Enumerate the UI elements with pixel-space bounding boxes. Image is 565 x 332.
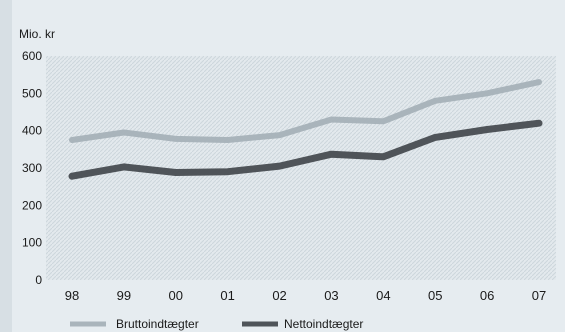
y-tick-label: 600: [22, 49, 42, 63]
legend: Bruttoindtægter Nettoindtægter: [70, 317, 363, 331]
x-tick-label: 01: [220, 288, 234, 303]
y-tick-label: 300: [22, 161, 42, 175]
x-tick-label: 98: [65, 288, 79, 303]
x-tick-label: 04: [376, 288, 390, 303]
y-tick-label: 0: [35, 273, 42, 287]
series-line-2: [68, 119, 543, 180]
x-tick-labels: 98 99 00 01 02 03 04 05 06 07: [65, 288, 546, 303]
y-unit-label: Mio. kr: [19, 27, 55, 41]
series-lines: [68, 79, 543, 180]
y-tick-label: 400: [22, 124, 42, 138]
x-tick-label: 00: [169, 288, 183, 303]
y-tick-label: 500: [22, 86, 42, 100]
x-tick-label: 07: [532, 288, 546, 303]
x-tick-label: 99: [117, 288, 131, 303]
y-tick-label: 200: [22, 198, 42, 212]
left-margin-strip: [0, 0, 12, 332]
x-tick-label: 06: [480, 288, 494, 303]
y-tick-label: 100: [22, 236, 42, 250]
x-tick-label: 02: [272, 288, 286, 303]
x-tick-label: 03: [324, 288, 338, 303]
legend-label-1: Bruttoindtægter: [116, 317, 199, 331]
series-line-1: [69, 79, 542, 143]
legend-label-2: Nettoindtægter: [284, 317, 363, 331]
y-tick-labels: 0 100 200 300 400 500 600: [22, 49, 42, 287]
x-tick-label: 05: [428, 288, 442, 303]
